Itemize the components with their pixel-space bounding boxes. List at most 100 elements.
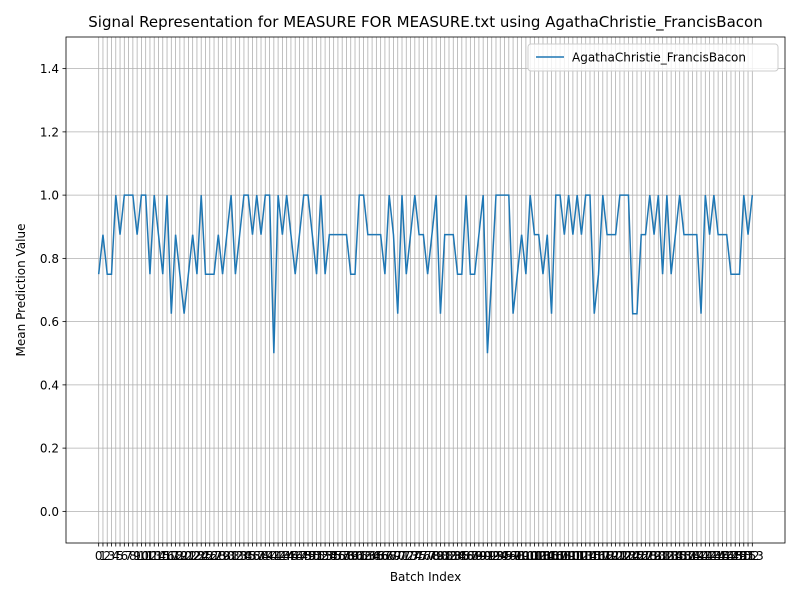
x-tick-label: 102 — [523, 549, 546, 563]
x-tick-label: 12 — [142, 549, 157, 563]
x-axis-label: Batch Index — [390, 570, 461, 584]
x-tick-label: 1 — [99, 549, 107, 563]
x-tick-label: 87 — [463, 549, 478, 563]
x-tick-label: 124 — [617, 549, 640, 563]
x-tick-label: 114 — [574, 549, 597, 563]
x-tick-label: 6 — [120, 549, 128, 563]
x-tick-label: 29 — [215, 549, 230, 563]
x-tick-label: 8 — [129, 549, 137, 563]
x-tick-label: 92 — [484, 549, 499, 563]
x-tick-label: 53 — [317, 549, 332, 563]
x-tick-label: 153 — [741, 549, 764, 563]
x-tick-label: 57 — [335, 549, 350, 563]
x-tick-label: 113 — [570, 549, 593, 563]
x-tick-label: 59 — [343, 549, 358, 563]
x-tick-label: 42 — [270, 549, 285, 563]
x-tick-label: 49 — [300, 549, 315, 563]
x-tick-label: 74 — [407, 549, 422, 563]
legend-label: AgathaChristie_FrancisBacon — [572, 51, 746, 65]
x-tick-label: 46 — [288, 549, 303, 563]
x-tick-label: 4 — [112, 549, 120, 563]
x-tick-label: 63 — [360, 549, 375, 563]
x-tick-label: 31 — [223, 549, 238, 563]
x-tick-label: 84 — [450, 549, 465, 563]
x-tick-label: 105 — [536, 549, 559, 563]
y-tick-label: 0.0 — [40, 505, 59, 519]
x-tick-label: 133 — [655, 549, 678, 563]
x-tick-label: 56 — [330, 549, 345, 563]
x-tick-label: 18 — [168, 549, 183, 563]
x-tick-label: 50 — [305, 549, 320, 563]
x-tick-label: 64 — [364, 549, 379, 563]
y-tick-label: 0.6 — [40, 315, 59, 329]
x-tick-label: 93 — [488, 549, 503, 563]
x-tick-label: 52 — [313, 549, 328, 563]
x-tick-label: 112 — [566, 549, 589, 563]
x-tick-label: 73 — [403, 549, 418, 563]
x-tick-label: 127 — [630, 549, 653, 563]
x-tick-label: 86 — [458, 549, 473, 563]
x-tick-label: 147 — [715, 549, 738, 563]
x-tick-label: 16 — [159, 549, 174, 563]
x-tick-label: 99 — [514, 549, 529, 563]
x-tick-label: 137 — [673, 549, 696, 563]
x-tick-label: 110 — [557, 549, 580, 563]
x-tick-label: 15 — [155, 549, 170, 563]
x-tick-label: 3 — [108, 549, 116, 563]
x-tick-label: 10 — [134, 549, 149, 563]
chart-title: Signal Representation for MEASURE FOR ME… — [88, 13, 762, 32]
x-tick-label: 132 — [651, 549, 674, 563]
x-tick-label: 79 — [429, 549, 444, 563]
x-tick-label: 25 — [198, 549, 213, 563]
axes-frame — [65, 36, 786, 544]
legend-box — [527, 43, 779, 72]
x-tick-label: 85 — [454, 549, 469, 563]
x-tick-label: 106 — [540, 549, 563, 563]
plot — [97, 194, 754, 354]
ticks: 0123456789101112131415161718192021222324… — [40, 62, 764, 563]
x-tick-label: 21 — [181, 549, 196, 563]
x-tick-label: 65 — [369, 549, 384, 563]
x-tick-label: 109 — [553, 549, 576, 563]
x-tick-label: 41 — [266, 549, 281, 563]
x-tick-label: 81 — [437, 549, 452, 563]
x-tick-label: 48 — [296, 549, 311, 563]
x-tick-label: 103 — [527, 549, 550, 563]
y-tick-label: 0.2 — [40, 442, 59, 456]
x-tick-label: 100 — [514, 549, 537, 563]
x-tick-label: 7 — [125, 549, 133, 563]
x-tick-label: 134 — [660, 549, 683, 563]
x-tick-label: 71 — [394, 549, 409, 563]
x-tick-label: 150 — [728, 549, 751, 563]
x-tick-label: 146 — [711, 549, 734, 563]
x-tick-label: 67 — [377, 549, 392, 563]
x-tick-label: 138 — [677, 549, 700, 563]
x-tick-label: 128 — [634, 549, 657, 563]
x-tick-label: 76 — [416, 549, 431, 563]
x-tick-label: 54 — [322, 549, 337, 563]
x-tick-label: 88 — [467, 549, 482, 563]
x-tick-label: 23 — [189, 549, 204, 563]
x-tick-label: 125 — [621, 549, 644, 563]
x-tick-label: 80 — [433, 549, 448, 563]
x-tick-label: 104 — [532, 549, 555, 563]
x-tick-label: 62 — [356, 549, 371, 563]
legend: AgathaChristie_FrancisBacon — [527, 43, 779, 72]
y-tick-label: 0.8 — [40, 252, 59, 266]
x-tick-label: 77 — [420, 549, 435, 563]
x-tick-label: 30 — [219, 549, 234, 563]
x-tick-label: 111 — [561, 549, 584, 563]
x-tick-label: 55 — [326, 549, 341, 563]
x-tick-label: 148 — [720, 549, 743, 563]
x-tick-label: 122 — [608, 549, 631, 563]
x-tick-label: 20 — [176, 549, 191, 563]
x-tick-label: 35 — [241, 549, 256, 563]
x-tick-label: 60 — [347, 549, 362, 563]
x-tick-label: 32 — [228, 549, 243, 563]
x-tick-label: 0 — [95, 549, 103, 563]
x-tick-label: 143 — [698, 549, 721, 563]
x-tick-label: 91 — [480, 549, 495, 563]
x-tick-label: 68 — [382, 549, 397, 563]
x-tick-label: 90 — [476, 549, 491, 563]
